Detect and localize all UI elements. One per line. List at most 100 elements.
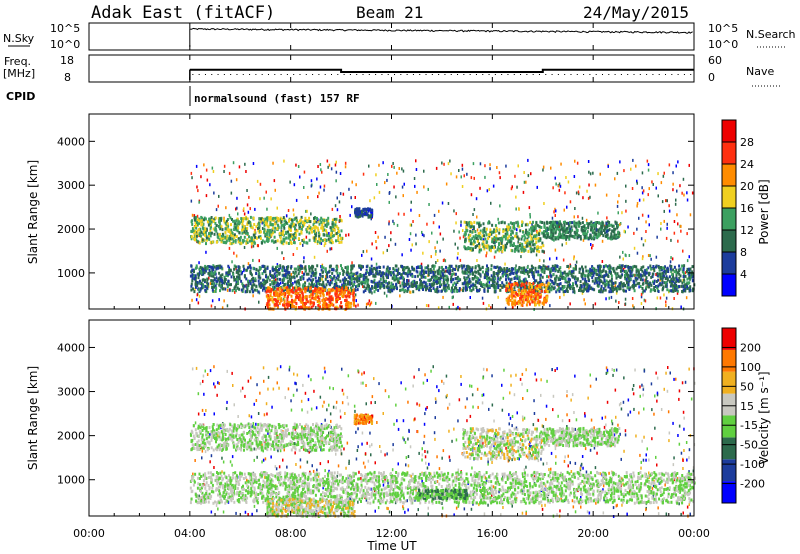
echo-cell [615, 299, 617, 303]
echo-band-cell [473, 220, 476, 224]
echo-band-cell [308, 231, 311, 235]
echo-cell [351, 205, 353, 209]
echo-cell [217, 204, 219, 208]
echo-band-cell [516, 224, 519, 228]
echo-band-cell [558, 268, 561, 271]
echo-cell [668, 209, 671, 213]
echo-band-cell [339, 237, 342, 240]
echo-band-cell [321, 287, 324, 291]
nave-point [545, 74, 547, 75]
echo-cell [640, 302, 643, 305]
echo-band-cell [584, 282, 587, 286]
echo-band-cell [311, 292, 314, 296]
echo-band-cell [471, 266, 474, 270]
echo-band-cell [390, 273, 393, 277]
echo-band-cell [280, 241, 283, 245]
echo-band-cell [232, 233, 235, 237]
echo-band-cell [289, 280, 292, 283]
echo-band-cell [217, 277, 220, 281]
echo-band-cell [331, 278, 334, 282]
echo-band-cell [420, 266, 423, 270]
echo-band-cell [298, 226, 301, 230]
echo-band-cell [525, 228, 528, 232]
echo-cell [599, 172, 601, 176]
echo-cell [558, 182, 561, 186]
echo-band-cell [219, 284, 222, 288]
echo-band-cell [543, 285, 546, 289]
echo-band-cell [510, 229, 513, 233]
echo-band-cell [664, 265, 666, 269]
echo-band-cell [566, 280, 569, 284]
nave-point [381, 74, 383, 75]
echo-band-cell [332, 225, 335, 229]
echo-band-cell [325, 297, 328, 301]
echo-cell [262, 288, 264, 292]
echo-band-cell [316, 300, 319, 303]
echo-cell [295, 198, 298, 202]
echo-band-cell [637, 270, 640, 274]
echo-cell [303, 260, 305, 264]
echo-band-cell [581, 265, 583, 269]
echo-band-cell [595, 272, 598, 276]
echo-band-cell [478, 225, 481, 229]
echo-cell [666, 222, 668, 226]
echo-band-cell [490, 232, 493, 236]
echo-cell [648, 187, 650, 191]
echo-band-cell [312, 223, 315, 227]
echo-band-cell [279, 264, 282, 268]
echo-band-cell [462, 289, 464, 293]
echo-cell [554, 248, 557, 252]
echo-band-cell [298, 283, 301, 287]
echo-cell [342, 236, 344, 240]
echo-cell [577, 190, 580, 194]
echo-band-cell [501, 285, 504, 289]
nave-point [507, 74, 509, 75]
echo-band-cell [494, 266, 497, 269]
echo-cell [555, 277, 557, 281]
echo-band-cell [279, 277, 281, 281]
echo-band-cell [466, 264, 469, 268]
echo-band-cell [215, 286, 218, 290]
echo-band-cell [645, 268, 648, 272]
echo-band-cell [288, 274, 291, 278]
echo-band-cell [320, 283, 323, 287]
echo-band-cell [512, 302, 515, 306]
echo-band-cell [335, 305, 338, 309]
echo-band-cell [445, 288, 448, 292]
echo-band-cell [219, 227, 222, 231]
echo-band-cell [310, 305, 313, 309]
echo-band-cell [374, 283, 377, 286]
nave-point [513, 74, 515, 75]
echo-band-cell [292, 286, 294, 290]
echo-band-cell [351, 292, 354, 296]
echo-band-cell [523, 281, 526, 285]
echo-cell [370, 301, 373, 305]
echo-band-cell [450, 264, 453, 268]
echo-band-cell [373, 266, 376, 270]
echo-cell [642, 243, 645, 247]
echo-cell [688, 255, 690, 259]
echo-band-cell [279, 216, 282, 220]
echo-band-cell [495, 272, 498, 275]
echo-cell [438, 225, 440, 229]
echo-cell [228, 266, 230, 270]
echo-band-cell [242, 227, 245, 231]
echo-band-cell [194, 221, 197, 225]
echo-band-cell [469, 242, 472, 246]
echo-band-cell [352, 288, 355, 292]
echo-band-cell [468, 224, 471, 228]
echo-band-cell [536, 289, 539, 293]
echo-band-cell [276, 269, 278, 272]
nsky-line [189, 27, 693, 48]
echo-cell [254, 207, 256, 211]
echo-band-cell [209, 231, 212, 235]
echo-cell [370, 257, 373, 261]
echo-band-cell [400, 273, 403, 277]
echo-band-cell [678, 272, 681, 276]
echo-band-cell [368, 266, 371, 270]
echo-cell [195, 164, 198, 168]
echo-band-cell [355, 277, 358, 281]
echo-band-cell [317, 299, 320, 303]
echo-band-cell [275, 216, 278, 220]
echo-band-cell [493, 284, 496, 287]
